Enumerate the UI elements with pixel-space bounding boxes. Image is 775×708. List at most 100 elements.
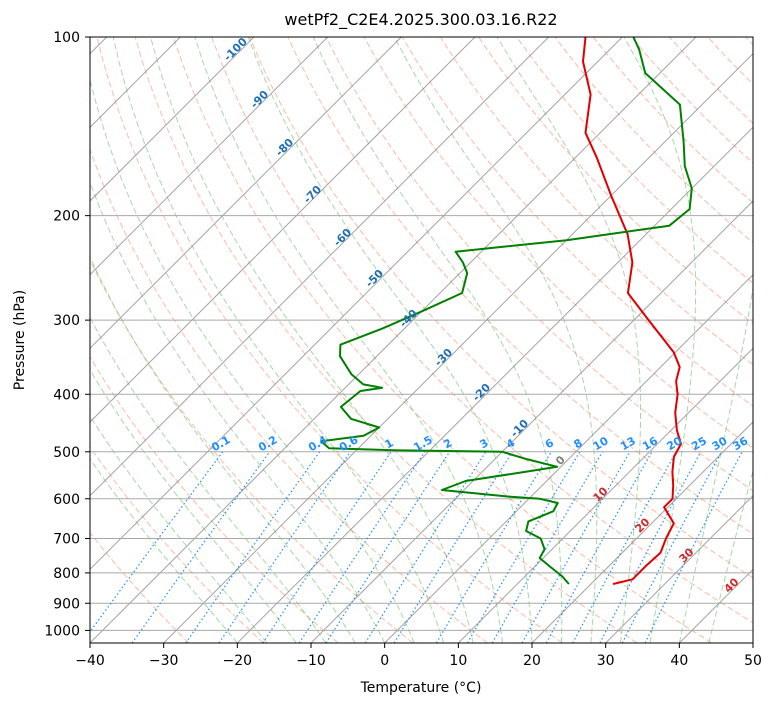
isotherm-line xyxy=(531,421,753,643)
mixing-ratio-label: 16 xyxy=(640,434,660,453)
y-tick-label: 500 xyxy=(53,445,80,461)
dry-adiabat-line xyxy=(707,37,753,85)
moist-adiabat-line xyxy=(623,37,697,643)
mixing-ratio-line xyxy=(185,451,321,643)
x-tick-label: −20 xyxy=(223,653,253,669)
dry-adiabat-line xyxy=(211,37,753,624)
dry-adiabat-label: -60 xyxy=(331,226,354,249)
isotherm-line xyxy=(90,37,623,571)
moist-adiabat-line xyxy=(496,37,641,643)
mixing-ratio-line xyxy=(131,451,271,643)
y-tick-label: 400 xyxy=(53,387,80,403)
isotherm-line xyxy=(90,37,476,423)
moist-adiabat-line xyxy=(708,469,753,643)
dry-adiabat-line xyxy=(478,37,753,325)
dry-adiabat-line xyxy=(516,37,753,284)
dry-adiabat-line xyxy=(439,37,753,366)
mixing-ratio-label: 13 xyxy=(618,434,638,453)
dry-adiabat-line xyxy=(90,355,339,643)
isotherm-line xyxy=(457,347,753,643)
moist-adiabat-line xyxy=(90,415,268,643)
mixing-ratio-line xyxy=(572,451,677,643)
moist-adiabat-line xyxy=(393,37,598,643)
isotherm-line xyxy=(90,37,329,276)
mixing-ratio-label: 0.4 xyxy=(306,433,330,454)
y-tick-label: 300 xyxy=(53,313,80,329)
mixing-ratio-label: 3 xyxy=(477,436,490,451)
isotherm-line xyxy=(605,494,753,643)
mixing-ratio-line xyxy=(364,451,487,643)
mixing-ratio-line xyxy=(218,451,351,643)
dry-adiabat-line xyxy=(134,37,638,643)
mixing-ratio-line xyxy=(435,451,552,643)
mixing-ratio-label: 36 xyxy=(730,434,750,453)
y-tick-label: 200 xyxy=(53,209,80,225)
dry-adiabat-label: -80 xyxy=(273,136,296,159)
isotherm-line xyxy=(90,37,402,350)
y-tick-label: 800 xyxy=(53,566,80,582)
y-tick-label: 1000 xyxy=(44,623,80,639)
x-tick-label: 30 xyxy=(597,653,615,669)
isotherm-line xyxy=(90,37,697,643)
mixing-ratio-line xyxy=(325,451,451,643)
x-tick-label: 10 xyxy=(449,653,467,669)
mixing-ratio-line xyxy=(644,451,743,643)
mixing-ratio-line xyxy=(466,451,581,643)
moist-adiabat-label: 10 xyxy=(591,484,611,504)
mixing-ratio-line xyxy=(262,451,392,643)
mixing-ratio-line xyxy=(521,451,631,643)
mixing-ratio-line xyxy=(298,451,426,643)
isotherm-line xyxy=(90,37,550,497)
x-tick-label: −30 xyxy=(149,653,179,669)
dry-adiabat-line xyxy=(90,445,264,643)
moist-adiabat-line xyxy=(150,37,474,643)
x-tick-label: −40 xyxy=(75,653,105,669)
dry-adiabat-line xyxy=(90,531,190,643)
dry-adiabat-label: -10 xyxy=(508,417,531,440)
moist-adiabat-line xyxy=(90,458,238,643)
y-tick-label: 600 xyxy=(53,492,80,508)
dry-adiabat-line xyxy=(401,37,753,407)
y-tick-label: 100 xyxy=(53,30,80,46)
isotherm-line xyxy=(384,273,753,643)
dry-adiabat-label: -50 xyxy=(363,267,386,290)
mixing-ratio-label: 30 xyxy=(710,434,730,453)
dry-adiabat-line xyxy=(745,37,753,46)
moist-adiabat-line xyxy=(90,316,327,643)
y-tick-label: 700 xyxy=(53,532,80,548)
x-tick-label: −10 xyxy=(296,653,326,669)
x-axis-label: Temperature (°C) xyxy=(360,680,482,696)
moist-adiabat-label: 20 xyxy=(633,515,653,535)
dry-adiabat-line xyxy=(90,148,488,643)
mixing-ratio-line xyxy=(545,451,653,643)
mixing-ratio-label: 25 xyxy=(689,434,709,453)
moist-adiabat-line xyxy=(90,255,356,643)
dry-adiabat-label: -90 xyxy=(248,88,271,111)
y-axis-label: Pressure (hPa) xyxy=(12,290,28,390)
mixing-ratio-label: 6 xyxy=(543,436,556,451)
isotherm-line xyxy=(752,642,753,643)
dry-adiabat-label: -30 xyxy=(432,346,455,369)
isotherm-line xyxy=(90,37,255,202)
mixing-ratio-label: 0.1 xyxy=(209,433,232,454)
dry-adiabat-line xyxy=(249,37,753,579)
dry-adiabat-label: -40 xyxy=(397,307,420,330)
mixing-ratio-label: 0.2 xyxy=(256,433,279,454)
moist-adiabat-line xyxy=(678,284,753,643)
x-tick-label: 50 xyxy=(744,653,762,669)
moist-adiabat-line xyxy=(312,37,563,643)
moist-adiabat-line xyxy=(247,37,533,643)
plot-frame xyxy=(89,36,754,644)
dry-adiabat-line xyxy=(96,37,563,643)
mixing-ratio-label: 20 xyxy=(665,434,685,453)
moist-adiabat-line xyxy=(112,37,445,643)
dry-adiabat-label: -100 xyxy=(221,35,250,64)
y-tick-label: 900 xyxy=(53,596,80,612)
x-tick-label: 40 xyxy=(670,653,688,669)
moist-adiabat-label: 30 xyxy=(677,545,697,565)
temperature-profile-line xyxy=(582,37,682,585)
isotherm-line xyxy=(310,200,753,643)
x-tick-label: 0 xyxy=(380,653,389,669)
x-tick-label: 20 xyxy=(523,653,541,669)
